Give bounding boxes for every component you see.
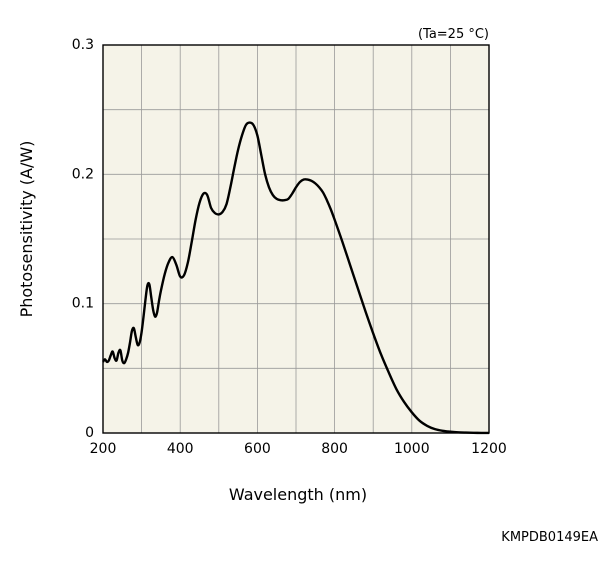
x-axis-title: Wavelength (nm) bbox=[229, 485, 367, 504]
x-tick-label-200: 200 bbox=[90, 441, 117, 457]
x-tick-label-1000: 1000 bbox=[394, 441, 430, 457]
tick-labels: 200 400 600 800 1000 1200 0 0.1 0.2 0.3 bbox=[72, 37, 507, 457]
y-axis-title: Photosensitivity (A/W) bbox=[17, 141, 36, 318]
condition-annotation: (Ta=25 °C) bbox=[418, 27, 489, 42]
x-tick-label-800: 800 bbox=[321, 441, 348, 457]
plot-frame bbox=[102, 44, 490, 434]
y-tick-label-0.1: 0.1 bbox=[72, 296, 94, 312]
y-tick-label-0.2: 0.2 bbox=[72, 166, 94, 182]
y-tick-label-0.3: 0.3 bbox=[72, 37, 94, 53]
y-tick-label-0: 0 bbox=[85, 425, 94, 441]
series-line-photosensitivity bbox=[101, 121, 490, 435]
grid bbox=[103, 45, 489, 433]
x-tick-label-600: 600 bbox=[244, 441, 271, 457]
figure-code: KMPDB0149EA bbox=[501, 530, 598, 545]
x-tick-label-400: 400 bbox=[167, 441, 194, 457]
x-tick-label-1200: 1200 bbox=[471, 441, 507, 457]
